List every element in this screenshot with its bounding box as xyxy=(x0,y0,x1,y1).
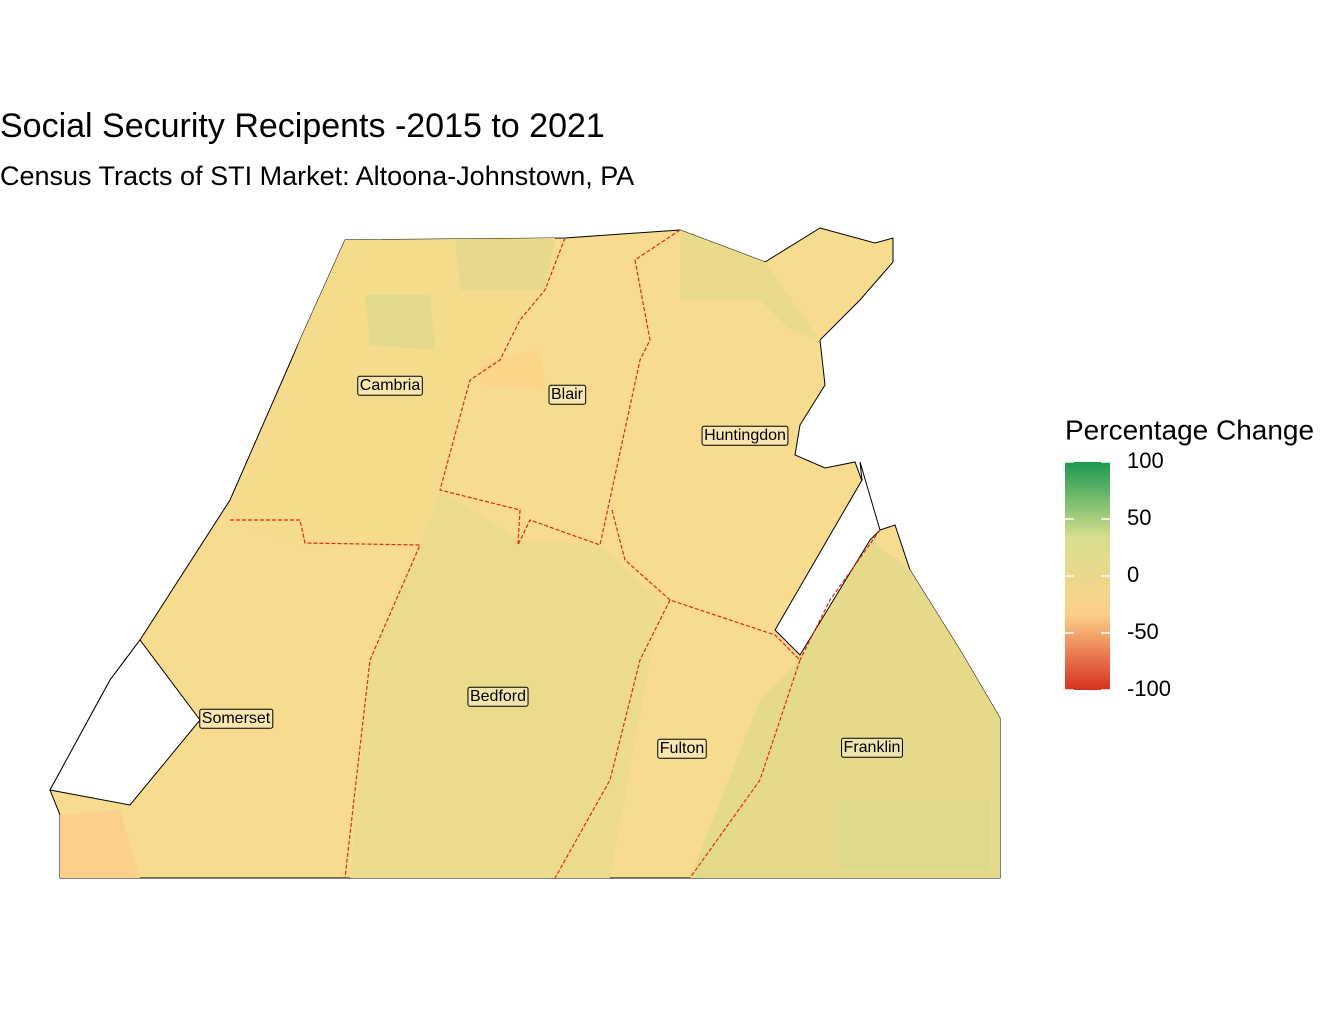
label-box xyxy=(357,375,423,396)
county-boundary xyxy=(554,599,671,879)
tract xyxy=(680,230,820,340)
county-name: Cambria xyxy=(360,377,421,394)
county-boundary xyxy=(599,229,681,546)
county-boundary xyxy=(230,519,421,879)
tract xyxy=(840,800,990,870)
county-boundary xyxy=(439,237,601,546)
county-label: Fulton xyxy=(657,738,707,759)
subtitle: Census Tracts of STI Market: Altoona-Joh… xyxy=(0,161,634,191)
county-boundary xyxy=(799,529,881,661)
tract xyxy=(480,350,545,390)
label-box xyxy=(467,686,529,707)
legend-ticks: 100 50 0 -50 -100 xyxy=(1065,448,1171,701)
title: Social Security Recipents -2015 to 2021 xyxy=(0,107,605,145)
legend-tick-label: 0 xyxy=(1127,562,1139,587)
tract xyxy=(690,540,1000,878)
tract xyxy=(365,295,435,350)
tract xyxy=(455,238,555,290)
county-name: Fulton xyxy=(660,740,704,757)
county-label: Franklin xyxy=(841,737,903,758)
county-name: Blair xyxy=(551,386,584,403)
tract xyxy=(60,810,140,878)
legend-tick-label: 100 xyxy=(1127,448,1164,473)
legend-title: Percentage Change xyxy=(1065,414,1314,445)
legend-tick-label: 50 xyxy=(1127,505,1151,530)
tract xyxy=(350,490,660,878)
legend-tick-label: -100 xyxy=(1127,676,1171,701)
tract xyxy=(230,238,555,545)
county-boundaries xyxy=(230,229,881,879)
county-name: Huntingdon xyxy=(704,427,786,444)
county-label: Blair xyxy=(548,384,587,405)
label-box xyxy=(657,738,707,759)
county-label: Somerset xyxy=(199,708,274,729)
county-label: Cambria xyxy=(357,375,423,396)
region xyxy=(49,227,1001,879)
legend-tick-label: -50 xyxy=(1127,619,1159,644)
county-name: Somerset xyxy=(202,710,271,727)
outside-area xyxy=(49,639,201,806)
label-box xyxy=(548,384,587,405)
label-box xyxy=(701,425,789,446)
county-boundary xyxy=(611,509,801,879)
county-label: Huntingdon xyxy=(701,425,789,446)
county-name: Bedford xyxy=(470,688,526,705)
label-box xyxy=(199,708,274,729)
county-labels: Cambria Blair Huntingdon Somerset Bedford Ful… xyxy=(199,375,903,759)
county-name: Franklin xyxy=(844,739,901,756)
county-label: Bedford xyxy=(467,686,529,707)
label-box xyxy=(841,737,903,758)
